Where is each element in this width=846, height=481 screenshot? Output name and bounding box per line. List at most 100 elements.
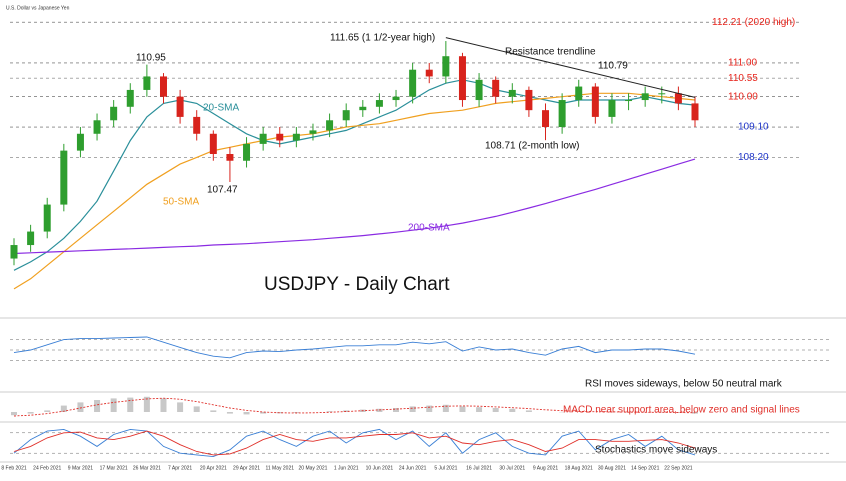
x-tick-label: 20 Apr 2021 [200, 465, 227, 471]
candle-body [409, 70, 416, 97]
panel-caption: RSI moves sideways, below 50 neutral mar… [585, 379, 783, 390]
annotation: 108.71 (2-month low) [485, 141, 580, 152]
macd-bar [127, 398, 133, 412]
x-tick-label: 24 Jun 2021 [399, 465, 427, 471]
candle-body [193, 117, 200, 134]
trendline-label: Resistance trendline [505, 47, 596, 58]
candle-body [642, 93, 649, 100]
candle-body [110, 107, 117, 120]
x-tick-label: 8 Feb 2021 [1, 465, 27, 471]
x-tick-label: 11 May 2021 [265, 465, 294, 471]
sma-label: 20-SMA [203, 103, 239, 114]
x-tick-label: 14 Sep 2021 [631, 465, 660, 471]
candle-body [44, 205, 51, 232]
candle-body [210, 134, 217, 154]
candle-body [226, 154, 233, 161]
macd-bar [426, 406, 432, 412]
candle-body [376, 100, 383, 107]
candle-body [592, 87, 599, 117]
macd-bar [244, 412, 250, 414]
candle-body [94, 120, 101, 133]
macd-bar [94, 400, 100, 412]
macd-bar [493, 408, 499, 412]
candle-body [343, 110, 350, 120]
candle-body [442, 56, 449, 76]
level-label: 111.00 [728, 58, 758, 69]
candle-body [542, 110, 549, 127]
candle-body [426, 70, 433, 77]
x-tick-label: 9 Mar 2021 [68, 465, 94, 471]
sma-label: 50-SMA [163, 197, 199, 208]
macd-bar [160, 398, 166, 412]
x-tick-label: 24 Feb 2021 [33, 465, 61, 471]
candle-body [309, 130, 316, 133]
candle-body [359, 107, 366, 110]
candle-body [60, 151, 67, 205]
macd-bar [227, 412, 233, 414]
macd-bar [459, 406, 465, 412]
candle-body [525, 90, 532, 110]
x-tick-label: 17 Mar 2021 [100, 465, 128, 471]
sma-label: 200-SMA [408, 223, 450, 234]
candle-body [127, 90, 134, 107]
x-tick-label: 18 Aug 2021 [565, 465, 593, 471]
candle-body [625, 100, 632, 101]
x-tick-label: 30 Aug 2021 [598, 465, 626, 471]
panel-caption: MACD near support area, below zero and s… [563, 405, 800, 416]
panel-caption: Stochastics move sideways [595, 445, 717, 456]
macd-bar [526, 410, 532, 412]
x-tick-label: 20 May 2021 [299, 465, 328, 471]
macd-bar [44, 410, 50, 412]
candle-body [509, 90, 516, 97]
candle-body [393, 97, 400, 100]
x-tick-label: 9 Aug 2021 [533, 465, 559, 471]
annotation: 107.47 [207, 185, 238, 196]
candle-body [160, 76, 167, 96]
candle-body [77, 134, 84, 151]
level-label: 109.10 [738, 122, 769, 133]
candle-body [326, 120, 333, 130]
candle-body [260, 134, 267, 144]
x-tick-label: 30 Jul 2021 [499, 465, 525, 471]
level-label: 110.55 [728, 73, 758, 84]
candle-body [293, 134, 300, 141]
chart-subtitle: U.S. Dollar vs Japanese Yen [6, 5, 70, 11]
candle-body [459, 56, 466, 100]
candle-body [658, 93, 665, 94]
level-label: 108.20 [738, 152, 769, 163]
x-tick-label: 1 Jun 2021 [334, 465, 359, 471]
candle-body [27, 232, 34, 245]
macd-bar [509, 409, 515, 412]
candle-body [675, 93, 682, 103]
candle-body [492, 80, 499, 97]
macd-bar [11, 412, 17, 415]
annotation: 111.65 (1 1/2-year high) [330, 33, 435, 44]
candle-body [177, 97, 184, 117]
annotation: 110.79 [598, 61, 628, 72]
x-tick-label: 7 Apr 2021 [168, 465, 192, 471]
macd-bar [177, 402, 183, 412]
macd-bar [194, 406, 200, 412]
chart-title: USDJPY - Daily Chart [264, 274, 450, 295]
candle-body [143, 76, 150, 89]
level-label: 110.00 [728, 91, 758, 102]
candle-body [608, 100, 615, 117]
macd-bar [77, 402, 83, 412]
candle-body [243, 144, 250, 161]
x-tick-label: 16 Jul 2021 [466, 465, 492, 471]
x-tick-label: 10 Jun 2021 [366, 465, 394, 471]
candle-body [575, 87, 582, 100]
macd-bar [476, 407, 482, 412]
macd-bar [111, 398, 117, 412]
macd-bar [410, 406, 416, 412]
candle-body [559, 100, 566, 127]
candle-body [11, 245, 18, 258]
macd-bar [210, 410, 216, 412]
level-label: 112.21 (2020 high) [712, 17, 795, 28]
candle-body [476, 80, 483, 100]
candle-body [692, 103, 699, 120]
annotation: 110.95 [136, 53, 166, 64]
x-tick-label: 5 Jul 2021 [434, 465, 457, 471]
x-tick-label: 22 Sep 2021 [664, 465, 693, 471]
x-tick-label: 26 Mar 2021 [133, 465, 161, 471]
